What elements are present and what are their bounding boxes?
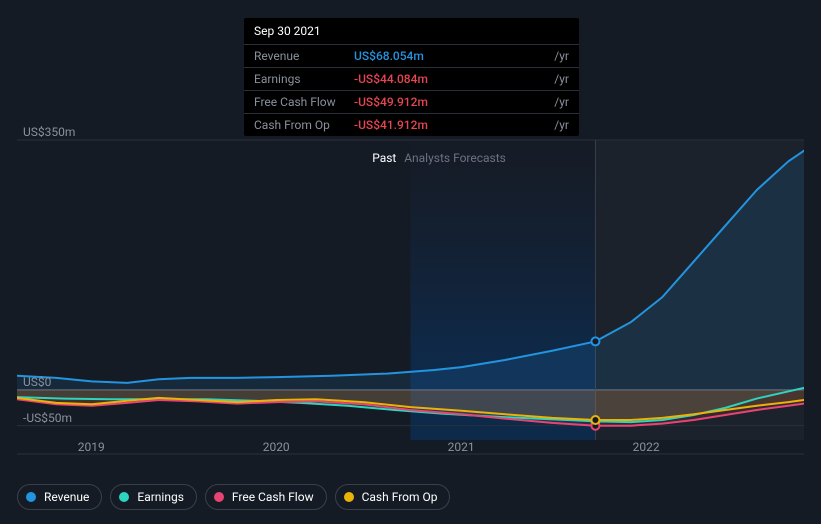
tooltip-row-label: Revenue (254, 49, 354, 63)
tooltip-date: Sep 30 2021 (244, 18, 579, 45)
x-axis-tick-label: 2019 (78, 440, 105, 454)
legend-item-freecashflow[interactable]: Free Cash Flow (205, 484, 327, 510)
x-axis-tick-label: 2021 (448, 440, 475, 454)
tooltip-row-suffix: /yr (554, 118, 569, 132)
tooltip-row: Free Cash Flow-US$49.912m/yr (244, 91, 579, 114)
chart-tooltip: Sep 30 2021 RevenueUS$68.054m/yrEarnings… (244, 18, 579, 136)
legend-item-label: Cash From Op (362, 490, 438, 504)
legend-dot-icon (26, 492, 36, 502)
legend-item-label: Free Cash Flow (232, 490, 314, 504)
legend-item-revenue[interactable]: Revenue (17, 484, 102, 510)
y-axis-tick-label: -US$50m (23, 411, 72, 425)
legend-item-earnings[interactable]: Earnings (110, 484, 197, 510)
tooltip-row-value: -US$49.912m (354, 95, 550, 109)
tooltip-row: Cash From Op-US$41.912m/yr (244, 114, 579, 136)
region-label-past: Past (372, 151, 396, 165)
y-axis-tick-label: US$350m (23, 125, 75, 139)
tooltip-row-suffix: /yr (554, 95, 569, 109)
financials-chart: Past Analysts Forecasts US$350m US$0 -US$5… (17, 120, 804, 464)
tooltip-row-label: Free Cash Flow (254, 95, 354, 109)
tooltip-row-label: Earnings (254, 72, 354, 86)
tooltip-row: Earnings-US$44.084m/yr (244, 68, 579, 91)
x-axis-tick-label: 2020 (263, 440, 290, 454)
tooltip-row-value: -US$44.084m (354, 72, 550, 86)
region-label-forecast: Analysts Forecasts (404, 151, 506, 165)
tooltip-row-value: US$68.054m (354, 49, 550, 63)
y-axis-tick-label: US$0 (23, 375, 51, 389)
tooltip-row: RevenueUS$68.054m/yr (244, 45, 579, 68)
tooltip-row-label: Cash From Op (254, 118, 354, 132)
legend-item-label: Revenue (44, 490, 89, 504)
tooltip-row-suffix: /yr (554, 49, 569, 63)
legend-item-label: Earnings (137, 490, 184, 504)
legend-dot-icon (119, 492, 129, 502)
chart-svg[interactable] (17, 120, 804, 464)
legend-item-cashfromop[interactable]: Cash From Op (335, 484, 451, 510)
legend-dot-icon (344, 492, 354, 502)
legend-dot-icon (214, 492, 224, 502)
chart-legend: Revenue Earnings Free Cash Flow Cash From O… (17, 484, 450, 510)
tooltip-row-suffix: /yr (554, 72, 569, 86)
tooltip-row-value: -US$41.912m (354, 118, 550, 132)
x-axis-tick-label: 2022 (633, 440, 660, 454)
